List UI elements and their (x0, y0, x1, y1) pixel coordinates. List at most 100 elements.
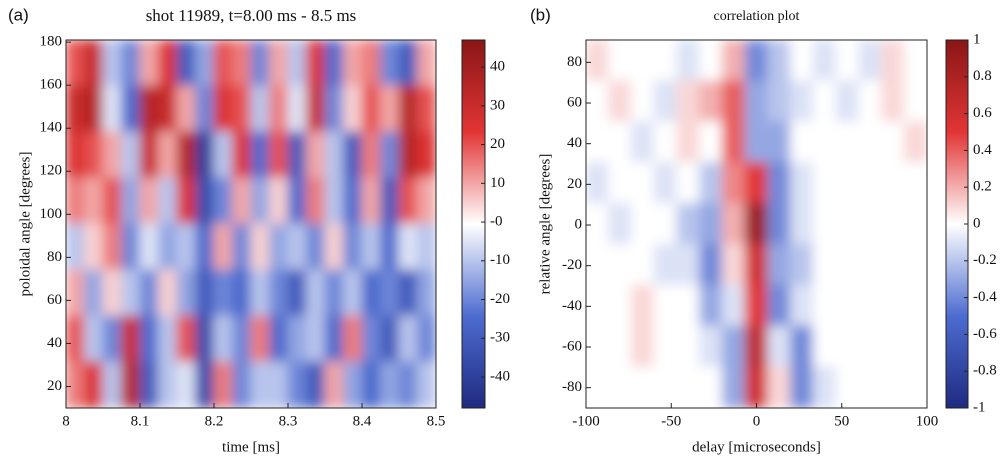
heat-cell (250, 40, 270, 87)
heat-cell (812, 40, 837, 82)
heat-cell (139, 315, 159, 363)
heat-cell (790, 243, 814, 286)
heat-cell (744, 162, 769, 205)
heat-cell (767, 366, 792, 408)
heat-cell (324, 269, 344, 317)
heat-cell (232, 223, 252, 271)
heat-cell (586, 366, 610, 408)
heat-cell (102, 223, 122, 271)
heat-cell (608, 243, 632, 286)
y-tick-label: -20 (562, 257, 582, 273)
heat-cell (139, 85, 159, 133)
heat-cell (744, 243, 769, 286)
heat-cell (881, 325, 905, 368)
heat-cell (835, 284, 860, 327)
heat-cell (66, 131, 85, 179)
heat-cell (699, 162, 723, 205)
heat-cell (653, 284, 678, 327)
x-tick-label: -100 (572, 413, 600, 429)
heat-cell (676, 80, 701, 123)
heat-cell (398, 85, 418, 133)
heat-cell (881, 121, 905, 164)
heat-cell (102, 177, 122, 225)
heat-cell (361, 315, 381, 363)
heat-cell (324, 315, 344, 363)
heat-cell (324, 85, 344, 133)
heat-cell (903, 243, 927, 286)
heat-cell (324, 131, 344, 179)
heat-cell (176, 269, 196, 317)
heat-cell (653, 80, 678, 123)
heat-cell (767, 80, 792, 123)
heat-cell (380, 85, 400, 133)
heat-cell (417, 223, 436, 271)
heat-cell (213, 85, 233, 133)
heat-cell (139, 131, 159, 179)
heat-cell (608, 203, 632, 245)
heat-cell (858, 162, 883, 205)
colorbar-tick-label: 30 (490, 97, 505, 113)
heat-cell (213, 223, 233, 271)
heatmap-field (586, 40, 927, 408)
heat-cell (790, 80, 814, 123)
heat-cell (269, 223, 289, 271)
heat-cell (121, 223, 141, 271)
heat-cell (721, 243, 746, 286)
heat-cell (699, 243, 723, 286)
colorbar-tick-label: -40 (490, 368, 510, 384)
heat-cell (417, 177, 436, 225)
heat-cell (361, 223, 381, 271)
y-tick-label: 140 (40, 120, 63, 136)
heat-cell (812, 366, 837, 408)
x-tick-label: 8.4 (353, 413, 372, 429)
heat-cell (812, 121, 837, 164)
colorbar-tick-label: -20 (490, 291, 510, 307)
heat-cell (361, 361, 381, 408)
heat-cell (586, 203, 610, 245)
heat-cell (213, 361, 233, 408)
heat-cell (812, 203, 837, 245)
x-tick-label: 100 (916, 413, 939, 429)
heat-cell (744, 203, 769, 245)
heat-cell (139, 269, 159, 317)
heat-cell (858, 366, 883, 408)
panel: -100 -50 0 50 100 -80 -60 -40 -20 0 20 40 60 80 1 0.8 0.… (530, 5, 997, 455)
heat-cell (417, 361, 436, 408)
panel-label: (b) (530, 5, 551, 24)
x-tick-label: 8.1 (131, 413, 150, 429)
heat-cell (767, 243, 792, 286)
heat-cell (380, 361, 400, 408)
heat-cell (343, 177, 363, 225)
heat-cell (121, 177, 141, 225)
heat-cell (250, 223, 270, 271)
heat-cell (380, 177, 400, 225)
heat-cell (380, 315, 400, 363)
y-tick-label: -80 (562, 379, 582, 395)
heat-cell (287, 223, 307, 271)
heat-cell (102, 315, 122, 363)
x-tick-label: 8 (62, 413, 70, 429)
heat-cell (269, 85, 289, 133)
colorbar-tick-label: 0.4 (973, 142, 992, 158)
heat-cell (858, 203, 883, 245)
heat-cell (343, 131, 363, 179)
heat-cell (213, 40, 233, 87)
y-tick-label: 0 (575, 216, 583, 232)
heat-cell (269, 315, 289, 363)
plot-frame (65, 39, 437, 409)
heat-cell (287, 40, 307, 87)
heat-cell (158, 85, 178, 133)
heat-cell (269, 269, 289, 317)
heat-cell (102, 361, 122, 408)
colorbar-tick-label: 40 (490, 59, 505, 75)
heat-cell (586, 121, 610, 164)
y-tick-label: 160 (40, 77, 63, 93)
heat-cell (903, 284, 927, 327)
heat-cell (380, 131, 400, 179)
colorbar-tick-label: 0.6 (973, 105, 992, 121)
heat-cell (176, 315, 196, 363)
heat-cell (835, 325, 860, 368)
heat-cell (630, 284, 655, 327)
heat-cell (250, 177, 270, 225)
heat-cell (176, 177, 196, 225)
